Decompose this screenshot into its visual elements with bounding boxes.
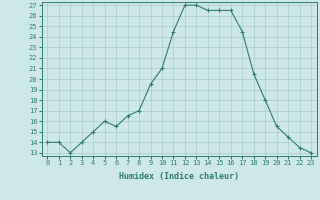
X-axis label: Humidex (Indice chaleur): Humidex (Indice chaleur): [119, 172, 239, 181]
